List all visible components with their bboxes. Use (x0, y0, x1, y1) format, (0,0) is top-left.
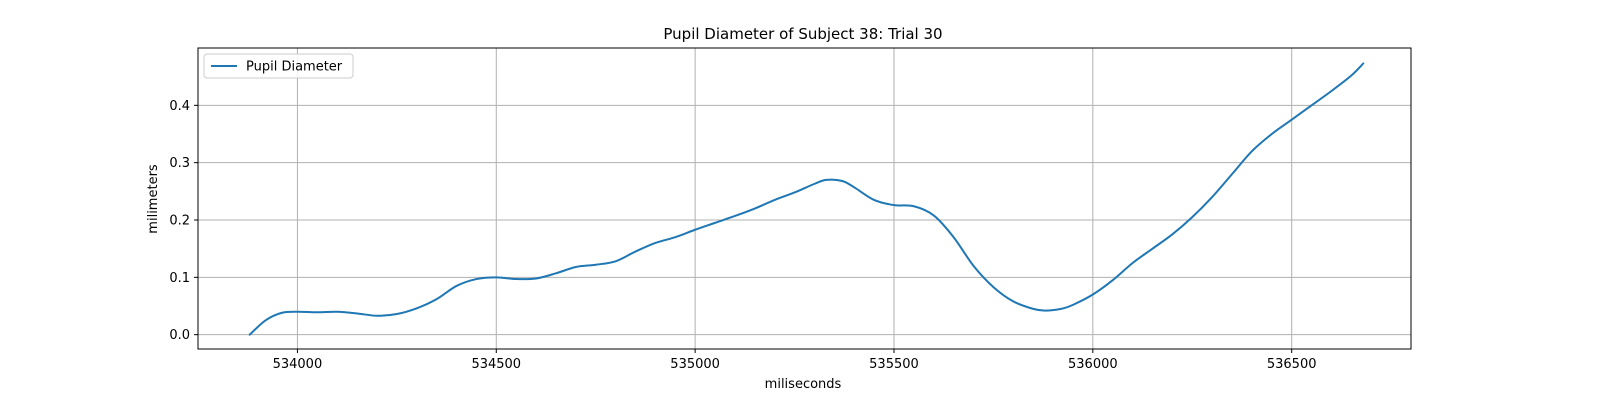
series-line-pupil-diameter (248, 62, 1365, 336)
legend-box (203, 53, 354, 79)
y-tick-label: 0.0 (169, 328, 190, 343)
x-tick-label: 534000 (273, 357, 323, 372)
x-axis-label: miliseconds (765, 377, 842, 392)
y-tick-label: 0.1 (169, 271, 190, 286)
y-tick-label: 0.3 (169, 156, 190, 171)
y-tick-label: 0.4 (169, 99, 190, 114)
x-tick-label: 535500 (869, 357, 919, 372)
legend-label: Pupil Diameter (246, 60, 343, 75)
y-tick-label: 0.2 (169, 214, 190, 229)
chart-title: Pupil Diameter of Subject 38: Trial 30 (663, 25, 942, 43)
plot-frame (197, 47, 1412, 350)
grid-layer (198, 48, 1411, 349)
y-axis: 0.0 0.1 0.2 0.3 0.4 (169, 99, 198, 343)
x-tick-label: 536500 (1267, 357, 1317, 372)
x-tick-label: 534500 (471, 357, 521, 372)
x-axis: 534000 534500 535000 535500 536000 536500 (273, 349, 1317, 372)
legend: Pupil Diameter (203, 53, 354, 79)
series-layer (248, 62, 1365, 336)
y-axis-label: milimeters (146, 164, 161, 234)
x-tick-label: 535000 (670, 357, 720, 372)
x-tick-label: 536000 (1068, 357, 1118, 372)
